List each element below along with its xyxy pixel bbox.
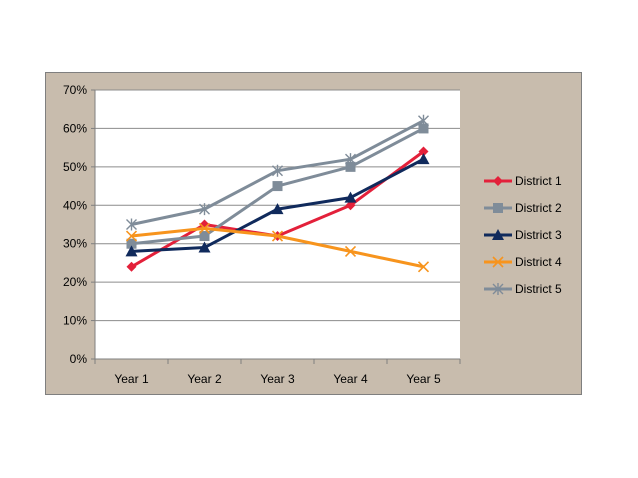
data-point [271, 230, 284, 242]
data-point [417, 153, 430, 165]
legend-label: District 5 [515, 282, 562, 296]
chart-container: 0% 10% 20% 30% 40% 50% 60% 70% Year 1 Year 2 Year … [45, 72, 582, 395]
legend-marker [493, 176, 503, 186]
data-point [344, 245, 357, 257]
y-tick-label: 20% [63, 275, 87, 289]
legend-label: District 4 [515, 255, 562, 269]
legend-marker [492, 229, 504, 240]
legend-marker [493, 203, 503, 213]
data-point [271, 203, 284, 215]
axes: 0% 10% 20% 30% 40% 50% 60% 70% Year 1 Year 2 Year … [63, 83, 461, 386]
x-tick-label: Year 3 [260, 372, 295, 386]
series-district-2 [126, 123, 429, 249]
data-point [198, 222, 211, 234]
line-chart: 0% 10% 20% 30% 40% 50% 60% 70% Year 1 Year 2 Year … [63, 83, 562, 386]
y-tick-label: 50% [63, 160, 87, 174]
gridlines [95, 89, 460, 322]
data-point [125, 230, 138, 242]
legend-label: District 2 [515, 201, 562, 215]
data-point [125, 245, 138, 257]
data-point [199, 219, 210, 230]
x-tick-label: Year 4 [333, 372, 368, 386]
y-tick-label: 70% [63, 83, 87, 97]
data-point [272, 164, 283, 177]
data-point [198, 241, 211, 253]
legend-label: District 1 [515, 174, 562, 188]
data-point [126, 218, 137, 231]
x-tick-label: Year 5 [406, 372, 441, 386]
data-point [344, 191, 357, 203]
data-point [272, 181, 283, 192]
legend-item: District 2 [484, 201, 562, 215]
data-point [199, 203, 210, 216]
series-group [125, 114, 430, 273]
y-tick-label: 0% [70, 352, 88, 366]
data-point [418, 123, 429, 134]
x-tick-label: Year 1 [114, 372, 149, 386]
legend-item: District 4 [484, 255, 562, 269]
y-tick-label: 10% [63, 314, 87, 328]
data-point [418, 114, 429, 127]
data-point [345, 153, 356, 166]
data-point [417, 261, 430, 273]
series-district-4 [125, 222, 430, 273]
data-point [199, 231, 210, 242]
legend-marker [492, 256, 504, 268]
data-point [126, 238, 137, 249]
legend-item: District 1 [484, 174, 562, 188]
data-point [126, 261, 137, 272]
legend-label: District 3 [515, 228, 562, 242]
data-point [345, 200, 356, 211]
data-point [418, 146, 429, 157]
y-tick-label: 60% [63, 121, 87, 135]
series-district-3 [125, 153, 430, 257]
data-point [345, 161, 356, 172]
series-district-5 [126, 114, 429, 231]
y-tick-label: 40% [63, 198, 87, 212]
y-tick-label: 30% [63, 237, 87, 251]
x-tick-label: Year 2 [187, 372, 222, 386]
legend: District 1 District 2 District 3 District 4… [484, 174, 562, 296]
legend-marker [492, 283, 504, 295]
legend-item: District 3 [484, 228, 562, 242]
legend-item: District 5 [484, 282, 562, 296]
